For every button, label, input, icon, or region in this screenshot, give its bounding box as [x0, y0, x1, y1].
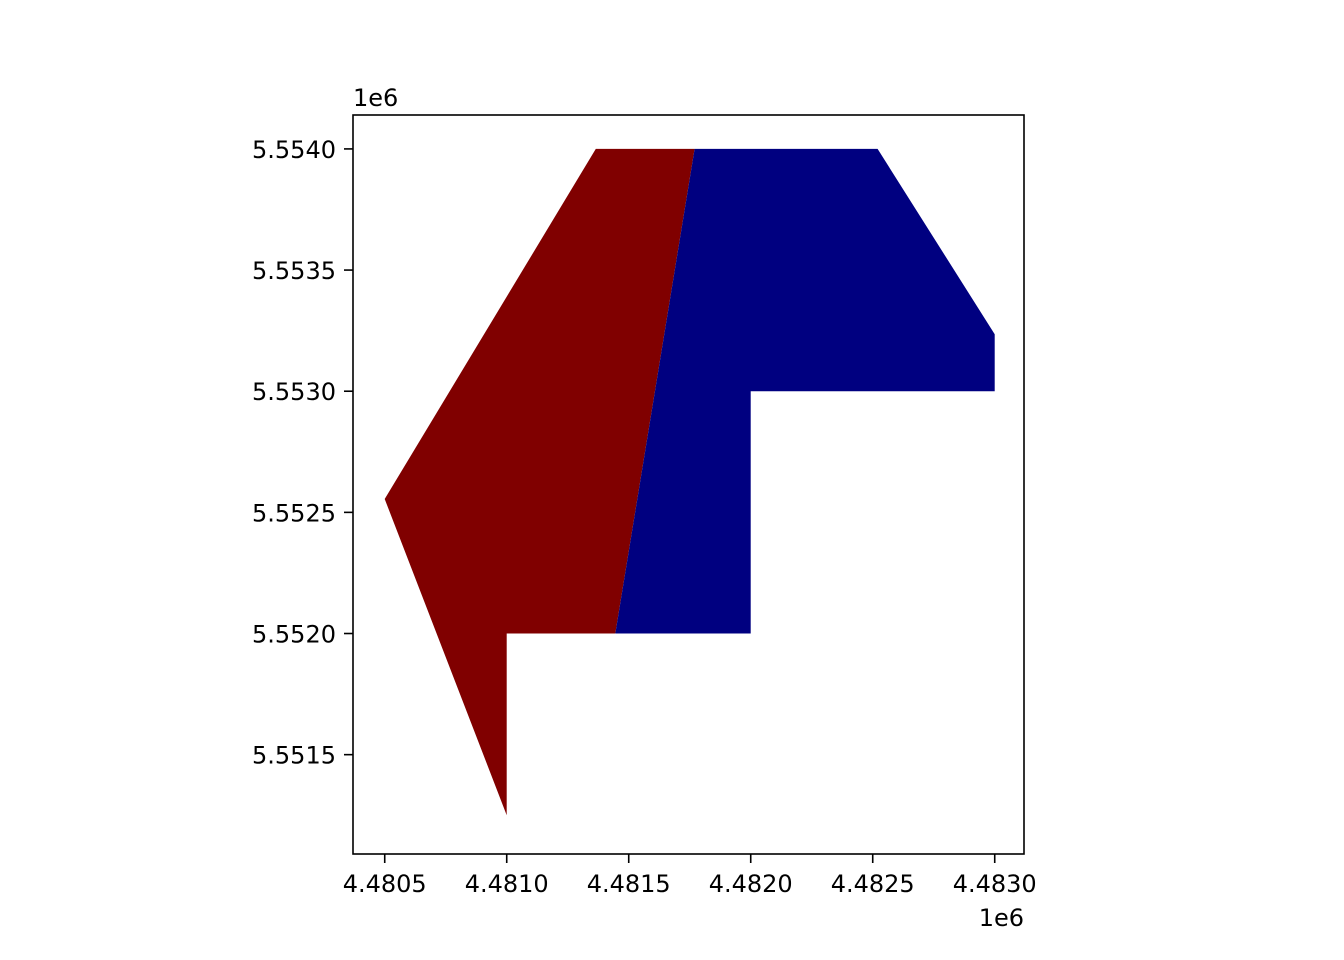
y-tick-label: 5.5525	[252, 499, 336, 527]
x-tick-label: 4.4815	[587, 870, 671, 898]
y-tick-label: 5.5520	[252, 621, 336, 649]
y-axis: 5.5515 5.5520 5.5525 5.5530 5.5535 5.5540	[252, 136, 353, 770]
axes-frame	[352, 114, 1025, 855]
dark-red-region	[384, 148, 695, 816]
polygon-layer	[384, 148, 995, 816]
x-tick-label: 4.4820	[709, 870, 793, 898]
x-tick-label: 4.4830	[953, 870, 1037, 898]
x-axis: 4.4805 4.4810 4.4815 4.4820 4.4825 4.4830	[343, 854, 1037, 898]
x-tick-label: 4.4825	[831, 870, 915, 898]
y-offset-label: 1e6	[353, 84, 398, 112]
x-tick-label: 4.4810	[465, 870, 549, 898]
y-tick-label: 5.5530	[252, 378, 336, 406]
x-tick-label: 4.4805	[343, 870, 427, 898]
y-tick-label: 5.5535	[252, 257, 336, 285]
x-offset-label: 1e6	[979, 904, 1024, 932]
navy-region	[615, 148, 995, 634]
y-tick-label: 5.5515	[252, 742, 336, 770]
y-tick-label: 5.5540	[252, 136, 336, 164]
